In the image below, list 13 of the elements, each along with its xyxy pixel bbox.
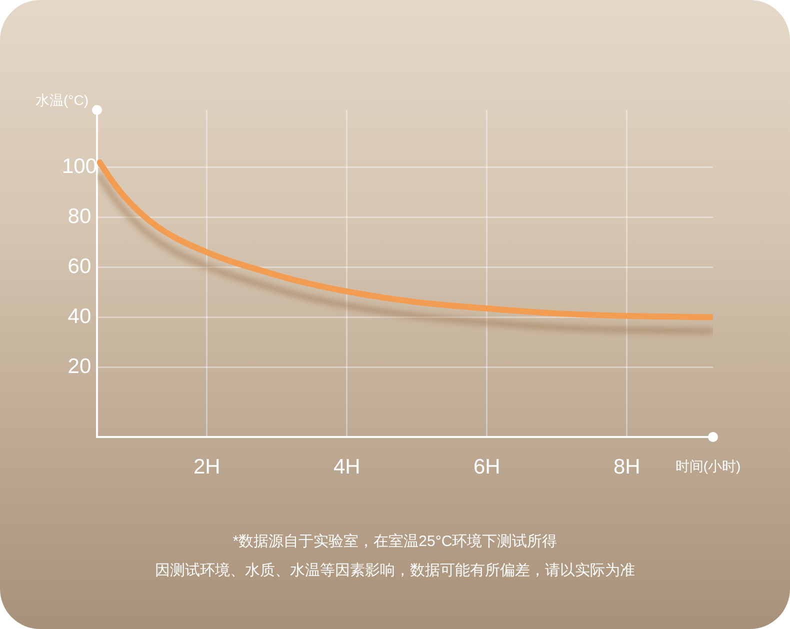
y-tick-label: 60 bbox=[68, 255, 92, 278]
x-axis-title: 时间(小时) bbox=[675, 458, 741, 474]
y-axis-title: 水温(°C) bbox=[35, 92, 89, 108]
y-tick-label: 40 bbox=[68, 304, 92, 328]
y-tick-label: 20 bbox=[68, 354, 92, 378]
y-tick-label: 80 bbox=[68, 205, 92, 228]
x-tick-label: 8H bbox=[613, 455, 640, 478]
text: *数据源自于实验室，在室温25°C环境下测试所得 bbox=[232, 533, 558, 550]
x-tick-label: 6H bbox=[473, 455, 500, 478]
x-tick-label: 4H bbox=[333, 455, 360, 478]
text: 因测试环境、水质、水温等因素影响，数据可能有所偏差，请以实际为准 bbox=[155, 562, 635, 580]
y-tick-label: 100 bbox=[62, 155, 98, 178]
x-tick-label: 2H bbox=[193, 455, 220, 478]
